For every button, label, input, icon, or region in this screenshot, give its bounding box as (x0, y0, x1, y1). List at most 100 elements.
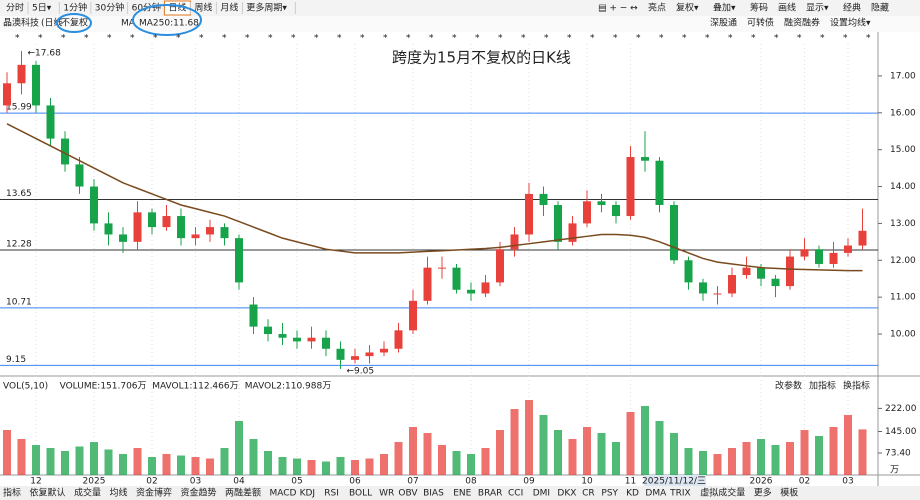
indicator-tab[interactable]: KD (626, 489, 639, 499)
volume-unit: 万 (890, 466, 899, 476)
volume-bar (206, 458, 214, 475)
stock-link[interactable]: 设置均线▾ (830, 17, 871, 29)
period-button[interactable]: 1分钟 (63, 2, 87, 14)
candle-body (148, 212, 156, 228)
x-tick-label: 04 (233, 477, 245, 487)
volume-bar (351, 460, 359, 475)
x-tick-label: 03 (842, 477, 853, 487)
star-marker: * (843, 34, 848, 44)
candle-body (322, 337, 330, 349)
volume-bar (380, 454, 388, 475)
indicator-tab[interactable]: 虚拟成交量 (700, 487, 745, 499)
star-marker: * (866, 34, 871, 44)
level-label: 10.71 (6, 297, 32, 307)
indicator-tab[interactable]: 资金博弈 (136, 487, 172, 499)
indicator-tab[interactable]: PSY (601, 489, 618, 499)
indicator-tab[interactable]: DKX (557, 489, 576, 499)
indicator-tab[interactable]: DMA (645, 489, 667, 499)
volume-bar (104, 449, 113, 475)
indicator-tab[interactable]: CR (582, 489, 595, 499)
indicator-tab[interactable]: 两融差额 (225, 487, 261, 499)
x-tick-label: 2026 (750, 477, 773, 487)
volume-bar (496, 430, 504, 475)
tool-button[interactable]: 复权▾ (676, 2, 699, 14)
star-marker: * (176, 34, 181, 44)
volume-bar (46, 448, 55, 475)
volume-bar (423, 433, 432, 475)
tool-button[interactable]: 叠加▾ (713, 3, 736, 14)
tool-button[interactable]: 经典 (843, 2, 861, 14)
icon[interactable]: ▤ + − ↔ (598, 4, 638, 14)
indicator-tab[interactable]: DMI (533, 489, 550, 499)
star-marker: * (61, 34, 66, 44)
indicator-tab[interactable]: CCI (508, 489, 523, 499)
candle-body (220, 227, 229, 239)
indicator-tab[interactable]: 成交量 (74, 487, 101, 499)
indicator-tab[interactable]: 资金趋势 (181, 487, 217, 499)
tool-button[interactable]: 筹码 (750, 2, 768, 14)
volume-bar (844, 415, 852, 475)
period-button[interactable]: 分时 (6, 2, 24, 14)
volume-bar (336, 457, 345, 475)
volume-bar (307, 460, 316, 475)
tool-button[interactable]: 显示▾ (806, 3, 829, 14)
tool-button[interactable]: 画线 (778, 2, 796, 14)
period-button[interactable]: 周线 (194, 2, 212, 14)
star-marker: * (728, 34, 733, 44)
volume-bar (481, 448, 490, 475)
tool-button[interactable]: 隐藏 (871, 2, 889, 14)
star-marker: * (291, 34, 296, 44)
candle-body (409, 300, 417, 331)
candle-body (133, 212, 142, 242)
volume-bar (394, 442, 403, 475)
indicator-tab[interactable]: MACD (270, 489, 297, 499)
volume-bar (699, 451, 707, 475)
period-button[interactable]: 更多周期▾ (246, 2, 287, 14)
stock-link[interactable]: 融资融券 (784, 17, 820, 29)
panel-action[interactable]: 换指标 (843, 380, 870, 392)
tool-button[interactable]: 亮点 (648, 2, 666, 14)
indicator-tab[interactable]: KDJ (300, 489, 316, 499)
indicator-tab[interactable]: 模板 (780, 487, 798, 499)
stock-link[interactable]: 深股通 (710, 18, 737, 29)
candle-body (713, 293, 722, 295)
period-button[interactable]: 月线 (220, 2, 238, 14)
star-marker: * (567, 34, 572, 44)
panel-action[interactable]: 加指标 (809, 380, 836, 392)
panel-action[interactable]: 改参数 (775, 380, 802, 392)
period-button[interactable]: 30分钟 (95, 2, 124, 14)
x-tick-label: 10 (581, 477, 593, 487)
ma250-line (6, 123, 863, 272)
indicator-tab[interactable]: OBV (398, 489, 418, 499)
candle-body (655, 160, 664, 205)
highlight-circle (132, 4, 202, 36)
volume-legend: MAVOL2:110.988万 (245, 382, 331, 392)
indicator-tab[interactable]: 均线 (110, 487, 128, 499)
star-marker: * (429, 34, 434, 44)
indicator-tab[interactable]: WR (379, 489, 394, 499)
candle-body (351, 356, 359, 360)
stock-link[interactable]: 可转债 (747, 17, 774, 29)
volume-bar (655, 421, 664, 475)
indicator-tab[interactable]: BIAS (423, 489, 444, 499)
y-tick-label: 14.00 (890, 182, 916, 192)
indicator-tab[interactable]: 指标 (3, 487, 21, 499)
indicator-tab[interactable]: BOLL (349, 489, 372, 499)
volume-bar (568, 439, 577, 475)
x-tick-label: 05 (291, 477, 302, 487)
indicator-tab[interactable]: 更多 (754, 487, 772, 499)
volume-bar (148, 457, 156, 475)
star-marker: * (544, 34, 549, 44)
candle-body (467, 289, 475, 294)
candle-body (641, 157, 649, 161)
indicator-tab[interactable]: 依复默认 (30, 487, 66, 499)
candle-body (235, 238, 243, 283)
adjust-button[interactable]: 不复权 (61, 17, 88, 29)
indicator-tab[interactable]: TRIX (669, 489, 691, 499)
period-button[interactable]: 5日▾ (32, 3, 52, 14)
indicator-tab[interactable]: BRAR (478, 489, 502, 499)
volume-bar (800, 430, 809, 475)
indicator-tab[interactable]: RSI (324, 489, 339, 499)
candle-body (17, 64, 26, 84)
indicator-tab[interactable]: ENE (453, 489, 471, 499)
